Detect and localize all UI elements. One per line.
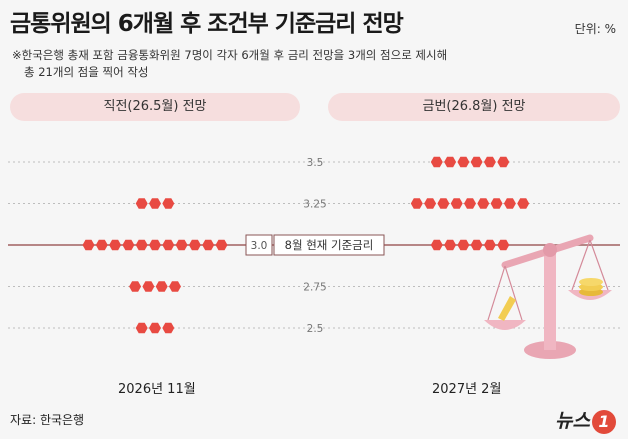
- source-label: 자료: 한국은행: [10, 413, 85, 427]
- rate-dot: [202, 239, 215, 251]
- news1-logo: 뉴스 1: [555, 406, 616, 434]
- scale-illustration: [484, 234, 612, 359]
- rate-dot: [82, 239, 95, 251]
- logo-badge: 1: [592, 410, 616, 434]
- y-tick-label: 3.5: [307, 157, 324, 169]
- rate-dot: [162, 322, 175, 334]
- rate-dot: [483, 239, 496, 251]
- scale-pivot: [543, 243, 557, 257]
- rate-dot: [410, 198, 423, 209]
- rate-dot: [450, 198, 463, 209]
- rate-dot: [149, 322, 161, 334]
- y-tick-label: 2.75: [303, 282, 326, 294]
- rate-dot: [162, 239, 175, 251]
- current-rate-label: 8월 현재 기준금리: [285, 238, 374, 252]
- rate-dot: [135, 239, 148, 251]
- rate-dot: [470, 239, 483, 251]
- footnote-line-2: 총 21개의 점을 찍어 작성: [24, 65, 149, 79]
- current-rate-label-box: [273, 234, 385, 256]
- rate-dot: [109, 239, 122, 251]
- arrow-up-icon: [498, 296, 516, 321]
- rate-dot: [135, 198, 148, 209]
- rate-dot: [457, 156, 470, 168]
- footnote: ※한국은행 총재 포함 금융통화위원 7명이 각자 6개월 후 금리 전망을 3…: [12, 47, 447, 81]
- rate-dot: [215, 239, 228, 251]
- rate-dot: [430, 156, 443, 168]
- rate-dot: [457, 239, 470, 251]
- panel-left-header: 직전(26.5월) 전망: [10, 93, 300, 121]
- y-tick-label: 3.25: [303, 199, 326, 211]
- rate-dot: [155, 281, 168, 292]
- rate-dot: [169, 281, 181, 292]
- rate-dot: [95, 239, 108, 251]
- rate-dot: [135, 322, 148, 334]
- rate-dot: [437, 198, 450, 209]
- rate-dot: [497, 156, 510, 168]
- page-title: 금통위원의 6개월 후 조건부 기준금리 전망: [10, 11, 404, 37]
- rate-dot: [444, 239, 457, 251]
- coin-stack: [579, 278, 603, 286]
- rate-dot: [464, 198, 476, 209]
- footnote-line-1: ※한국은행 총재 포함 금융통화위원 7명이 각자 6개월 후 금리 전망을 3…: [12, 48, 448, 62]
- rate-dot: [175, 239, 188, 251]
- rate-dot: [470, 156, 483, 168]
- period-label-left: 2026년 11월: [118, 382, 196, 397]
- scale-pan-left: [484, 320, 526, 330]
- period-label-right: 2027년 2월: [432, 382, 502, 397]
- rate-dot: [142, 281, 155, 292]
- rate-dot: [503, 198, 516, 209]
- rate-dot: [122, 239, 135, 251]
- y-tick-label: 2.5: [307, 323, 324, 335]
- rate-dot: [162, 198, 175, 209]
- scale-string: [504, 265, 523, 321]
- current-rate-tick-label: 3.0: [251, 240, 268, 252]
- rate-dot: [149, 239, 161, 251]
- panel-right-header: 금번(26.8월) 전망: [328, 93, 620, 121]
- scale-string: [571, 239, 591, 291]
- rate-dot: [149, 198, 161, 209]
- unit-label: 단위: %: [574, 22, 616, 36]
- scale-string: [589, 239, 609, 291]
- rate-dot: [517, 198, 530, 209]
- scale-string: [487, 265, 506, 321]
- rate-dot: [483, 156, 496, 168]
- current-rate-tick-box: [245, 234, 273, 256]
- scale-pillar: [544, 250, 556, 350]
- rate-dot: [430, 239, 443, 251]
- rate-dot: [424, 198, 437, 209]
- rate-dot: [490, 198, 503, 209]
- rate-dot: [188, 239, 201, 251]
- rate-dot: [444, 156, 457, 168]
- rate-dot: [477, 198, 490, 209]
- logo-text: 뉴스: [555, 410, 590, 432]
- rate-dot: [497, 239, 510, 251]
- rate-dot: [129, 281, 142, 292]
